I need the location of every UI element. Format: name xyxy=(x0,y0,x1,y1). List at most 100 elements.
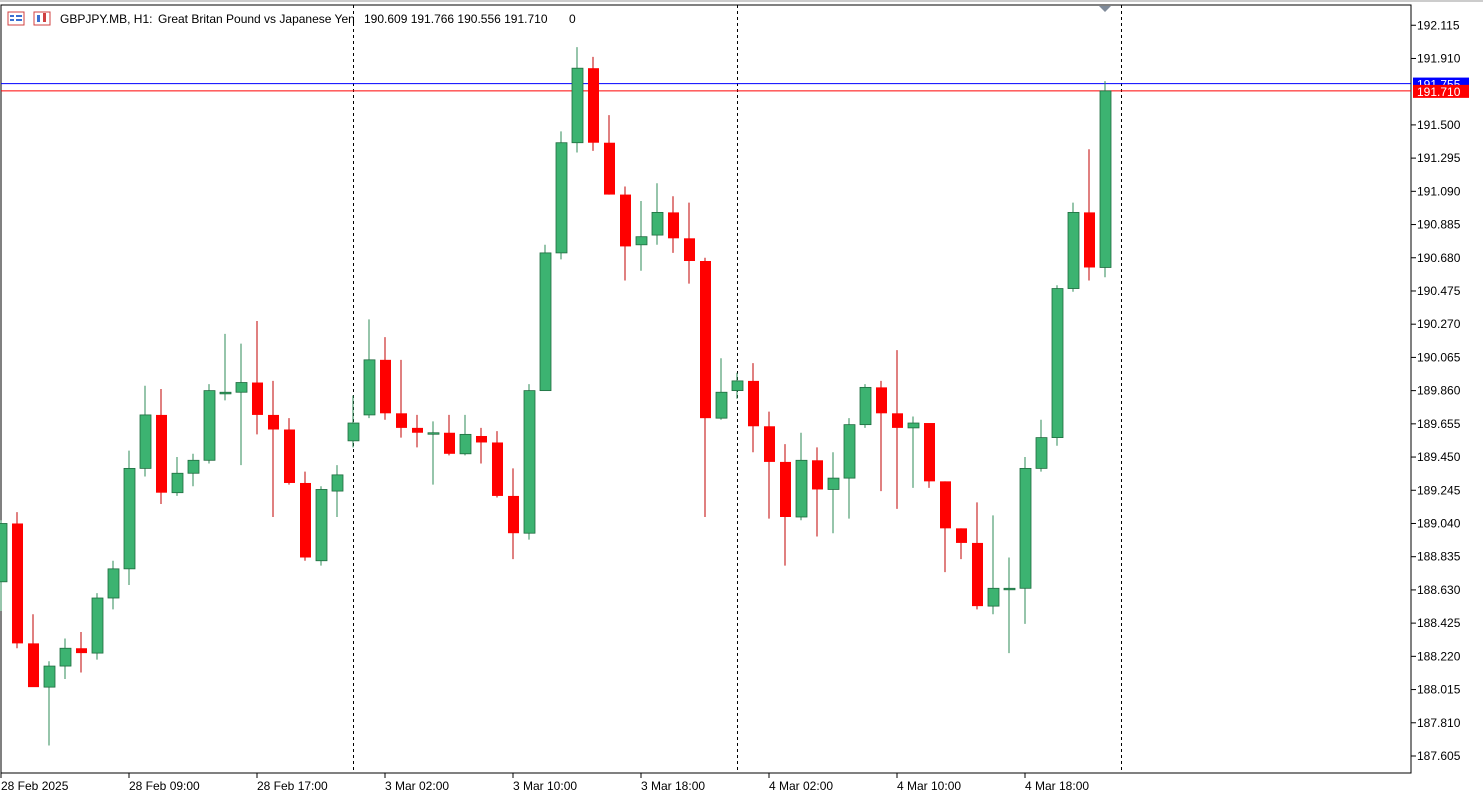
candle-body xyxy=(284,429,295,483)
candle xyxy=(139,385,152,477)
time-axis[interactable]: 28 Feb 2025 28 Feb 09:00 28 Feb 17:00 3 Mar… xyxy=(0,773,1089,793)
bid-price-label: 191.710 xyxy=(1413,84,1469,99)
candle xyxy=(555,131,568,260)
price-axis[interactable]: 192.115 191.910 191.500 191.295 191.090 190.8… xyxy=(1411,18,1461,763)
candle-body xyxy=(876,387,887,414)
candle xyxy=(315,486,328,566)
candle-body xyxy=(539,252,552,392)
candle-body xyxy=(331,474,344,492)
candle-body xyxy=(0,523,8,583)
candle-body xyxy=(396,413,407,428)
candle xyxy=(396,359,407,438)
candle-body xyxy=(764,426,775,462)
candle-body xyxy=(924,423,935,482)
price-tick-label: 187.810 xyxy=(1417,716,1461,730)
candle xyxy=(700,257,711,517)
candle xyxy=(731,372,744,399)
candle xyxy=(0,520,8,611)
candle-body xyxy=(219,391,232,395)
price-tick-label: 188.220 xyxy=(1417,649,1461,663)
chart-header: GBPJPY.MB, H1: Great Britan Pound vs Jap… xyxy=(7,11,576,26)
price-tick-label: 188.425 xyxy=(1417,616,1461,630)
candle-body xyxy=(43,665,56,688)
candle xyxy=(331,465,344,517)
price-tick-label: 192.115 xyxy=(1417,18,1460,32)
price-tick-label: 188.630 xyxy=(1417,583,1461,597)
chart-shift-marker[interactable] xyxy=(1099,6,1111,12)
chart-menu-icon[interactable] xyxy=(7,11,25,26)
candle xyxy=(956,528,967,560)
candle xyxy=(651,183,664,245)
candle-body xyxy=(748,380,759,427)
time-tick-label: 4 Mar 10:00 xyxy=(897,779,961,793)
candle-body xyxy=(940,481,951,529)
candle xyxy=(588,56,599,151)
candle xyxy=(715,358,728,420)
candle xyxy=(268,380,279,517)
candle xyxy=(523,384,536,540)
time-tick-label: 3 Mar 10:00 xyxy=(513,779,577,793)
candle-body xyxy=(187,459,200,474)
candle xyxy=(123,450,136,586)
candle xyxy=(59,638,72,680)
candle-body xyxy=(1035,437,1048,469)
candle-body xyxy=(555,142,568,254)
candle-body xyxy=(268,414,279,430)
price-tick-label: 190.885 xyxy=(1417,218,1461,232)
candles-chart-type-icon[interactable] xyxy=(33,11,51,26)
candle xyxy=(347,395,360,448)
candle-body xyxy=(459,433,472,455)
candle xyxy=(876,380,887,492)
candle-body xyxy=(315,489,328,562)
candle-body xyxy=(508,495,519,534)
candle-body xyxy=(235,382,248,393)
candle xyxy=(300,471,311,561)
candle xyxy=(412,414,423,448)
price-tick-label: 189.450 xyxy=(1417,450,1461,464)
candle xyxy=(28,614,39,688)
candle-body xyxy=(107,568,120,599)
price-tick-label: 187.605 xyxy=(1417,749,1461,763)
price-tick-label: 191.500 xyxy=(1417,118,1461,132)
candle xyxy=(987,515,1000,615)
candle xyxy=(1035,419,1048,472)
candle xyxy=(1067,202,1080,292)
price-tick-label: 191.090 xyxy=(1417,184,1461,198)
candle xyxy=(907,416,920,488)
candle-body xyxy=(892,413,903,428)
candle xyxy=(972,502,983,610)
candle-body xyxy=(1067,211,1080,289)
candle-body xyxy=(684,238,695,261)
price-tick-label: 189.860 xyxy=(1417,384,1461,398)
candle xyxy=(795,432,808,521)
candle-body xyxy=(731,380,744,392)
candle-body xyxy=(588,68,599,143)
candle-body xyxy=(987,587,1000,607)
price-tick-label: 190.270 xyxy=(1417,317,1461,331)
candle xyxy=(76,632,87,673)
candle-body xyxy=(571,67,584,144)
candle-body xyxy=(604,142,615,195)
candle xyxy=(156,389,167,505)
price-tick-label: 188.015 xyxy=(1417,683,1461,697)
candle xyxy=(668,196,679,253)
candle-body xyxy=(700,261,711,419)
candle-body xyxy=(444,432,455,454)
candle-body xyxy=(123,467,136,570)
candle xyxy=(219,333,232,401)
candle-body xyxy=(1099,90,1112,268)
candle xyxy=(780,444,791,566)
candle-body xyxy=(1051,288,1064,439)
candle-body xyxy=(139,414,152,469)
time-tick-label: 4 Mar 18:00 xyxy=(1025,779,1089,793)
candle-body xyxy=(91,597,104,654)
candle-body xyxy=(907,422,920,429)
candle-body xyxy=(427,432,440,435)
candle-body xyxy=(795,459,808,518)
candle xyxy=(604,115,615,195)
candle xyxy=(843,418,856,519)
candle-body xyxy=(171,472,184,494)
candle xyxy=(459,414,472,456)
price-lines xyxy=(1,83,1411,92)
